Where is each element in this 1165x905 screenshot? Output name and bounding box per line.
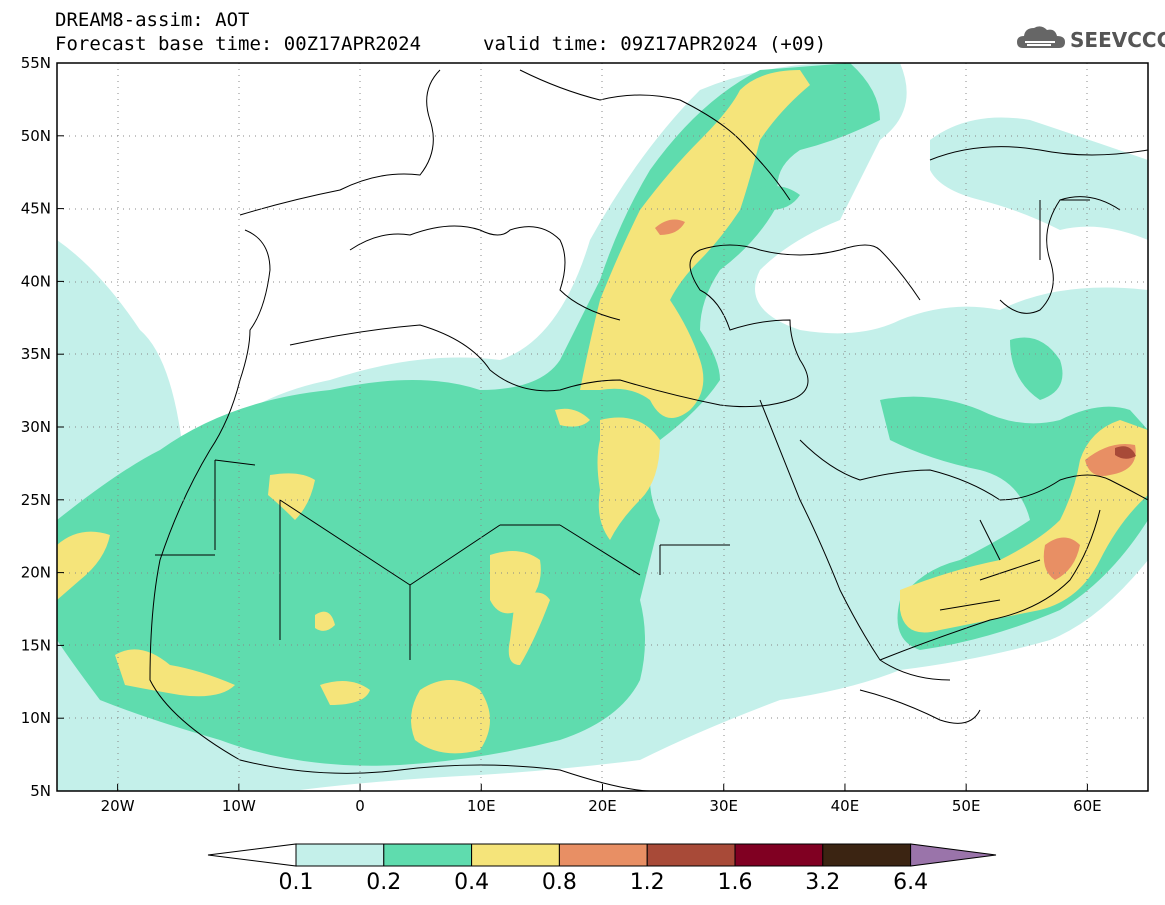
aot-class-0-8 xyxy=(655,219,1136,580)
colorbar-label: 3.2 xyxy=(805,870,841,895)
longitude-axis: 20W 10W 0 10E 20E 30E 40E 50E 60E xyxy=(101,784,1102,815)
map-title: DREAM8-assim: AOT xyxy=(55,9,250,31)
colorbar-swatch xyxy=(734,843,824,867)
lat-label: 10N xyxy=(21,709,51,727)
colorbar-swatch xyxy=(646,843,736,867)
colorbar-label: 1.6 xyxy=(717,870,753,895)
lat-label: 55N xyxy=(21,54,51,72)
colorbar-label: 6.4 xyxy=(893,870,929,895)
colorbar-label: 0.1 xyxy=(278,870,314,895)
lat-label: 35N xyxy=(21,345,51,363)
lat-label: 15N xyxy=(21,636,51,654)
aot-class-1-2 xyxy=(1115,446,1136,459)
coastlines xyxy=(149,69,1148,791)
latitude-axis: 55N 50N 45N 40N 35N 30N 25N 20N 15N 10N 5N xyxy=(21,54,64,800)
lat-label: 40N xyxy=(21,272,51,290)
aot-fields xyxy=(57,63,1148,791)
cloud-icon xyxy=(1017,26,1065,48)
colorbar-swatch xyxy=(471,843,560,867)
lon-label: 10W xyxy=(222,797,256,815)
colorbar-label: 0.2 xyxy=(366,870,402,895)
valid-time: valid time: 09Z17APR2024 (+09) xyxy=(483,33,827,55)
colorbar-max-arrow xyxy=(910,843,997,867)
colorbar-swatch xyxy=(558,843,648,867)
lat-label: 45N xyxy=(21,200,51,218)
aot-class-0-4 xyxy=(57,70,1148,754)
lat-label: 5N xyxy=(30,782,51,800)
time-info: Forecast base time: 00Z17APR2024 valid ti… xyxy=(55,33,826,55)
lon-label: 50E xyxy=(952,797,981,815)
lat-label: 20N xyxy=(21,564,51,582)
colorbar-min-arrow xyxy=(207,843,297,867)
lon-label: 40E xyxy=(831,797,860,815)
colorbar-swatch xyxy=(822,843,912,867)
lon-label: 30E xyxy=(709,797,738,815)
lat-label: 30N xyxy=(21,418,51,436)
colorbar-label: 0.8 xyxy=(541,870,577,895)
lon-label: 20E xyxy=(588,797,617,815)
lon-label: 0 xyxy=(355,797,365,815)
colorbar-label: 1.2 xyxy=(629,870,665,895)
lat-label: 25N xyxy=(21,491,51,509)
colorbar-swatch xyxy=(295,843,385,867)
lon-label: 20W xyxy=(101,797,135,815)
logo-text: SEEVCCC xyxy=(1070,28,1165,52)
lat-label: 50N xyxy=(21,127,51,145)
lon-label: 10E xyxy=(467,797,496,815)
colorbar-swatch xyxy=(383,843,473,867)
seevccc-logo: SEEVCCC xyxy=(1015,20,1165,60)
colorbar xyxy=(207,843,997,867)
colorbar-label: 0.4 xyxy=(454,870,490,895)
lon-label: 60E xyxy=(1073,797,1102,815)
forecast-base-time: Forecast base time: 00Z17APR2024 xyxy=(55,33,422,55)
